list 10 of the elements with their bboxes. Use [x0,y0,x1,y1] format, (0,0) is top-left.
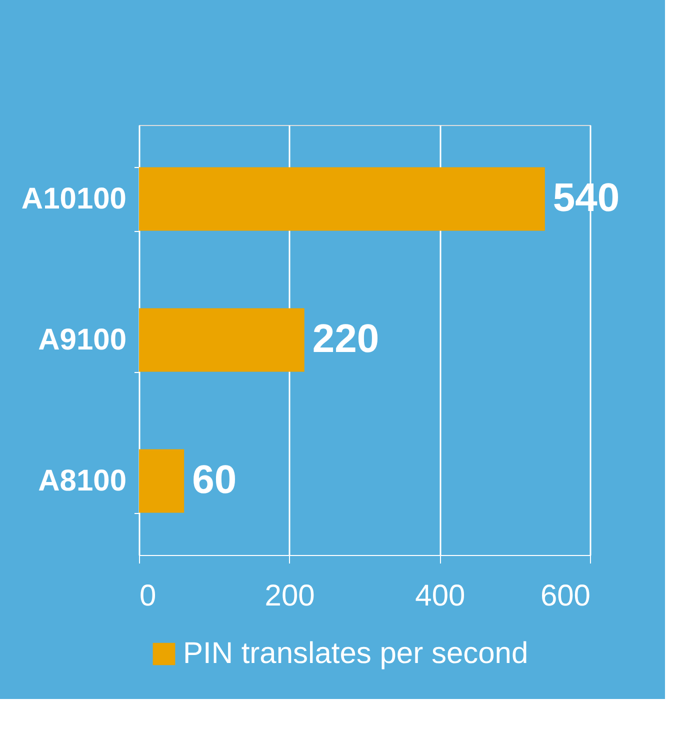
y-tick-label: A10100 [21,182,126,216]
y-tick-label: A9100 [38,324,126,356]
data-label: 220 [312,317,380,361]
x-tick-label: 0 [140,580,156,612]
x-tick-label: 200 [264,580,315,612]
legend-label: PIN translates per second [183,637,528,670]
x-tick-label: 400 [415,580,466,612]
x-tick-label: 600 [540,580,590,612]
data-label: 60 [192,458,237,502]
y-tick-label: A8100 [38,464,126,498]
